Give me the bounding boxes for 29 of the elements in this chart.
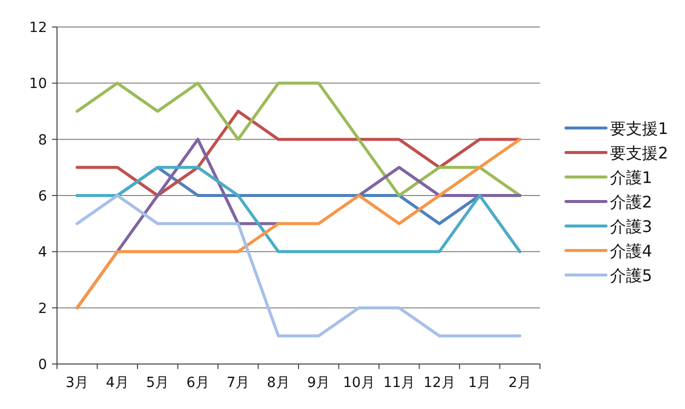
x-tick-label: 2月 — [508, 375, 532, 391]
legend-label: 介護3 — [610, 217, 652, 236]
y-tick-label: 0 — [38, 357, 47, 373]
x-tick-label: 5月 — [146, 375, 170, 391]
y-tick-label: 12 — [29, 20, 47, 36]
line-series — [76, 82, 522, 197]
x-tick-label: 9月 — [307, 375, 330, 391]
y-tick-label: 10 — [29, 76, 47, 92]
y-tick-label: 2 — [38, 300, 47, 317]
legend-label: 要支援2 — [610, 144, 668, 162]
y-tick-label: 8 — [38, 132, 47, 148]
x-tick-label: 1月 — [468, 375, 492, 391]
legend-label: 介護5 — [610, 266, 652, 285]
y-tick-label: 6 — [38, 188, 48, 204]
legend-label: 要支援1 — [610, 119, 668, 138]
line-series — [76, 194, 522, 338]
x-tick-label: 7月 — [226, 375, 250, 391]
legend-label: 介護4 — [610, 242, 652, 260]
x-tick-label: 12月 — [423, 375, 456, 391]
legend-label: 介護1 — [610, 168, 652, 187]
x-tick-label: 4月 — [106, 375, 129, 391]
y-tick-label: 4 — [38, 244, 48, 261]
x-tick-label: 10月 — [342, 375, 375, 391]
x-tick-label: 3月 — [66, 375, 89, 391]
x-tick-label: 11月 — [383, 375, 416, 391]
x-tick-label: 6月 — [186, 375, 210, 391]
legend-label: 介護2 — [610, 192, 652, 212]
x-tick-label: 8月 — [266, 375, 290, 391]
line-series — [76, 110, 522, 197]
